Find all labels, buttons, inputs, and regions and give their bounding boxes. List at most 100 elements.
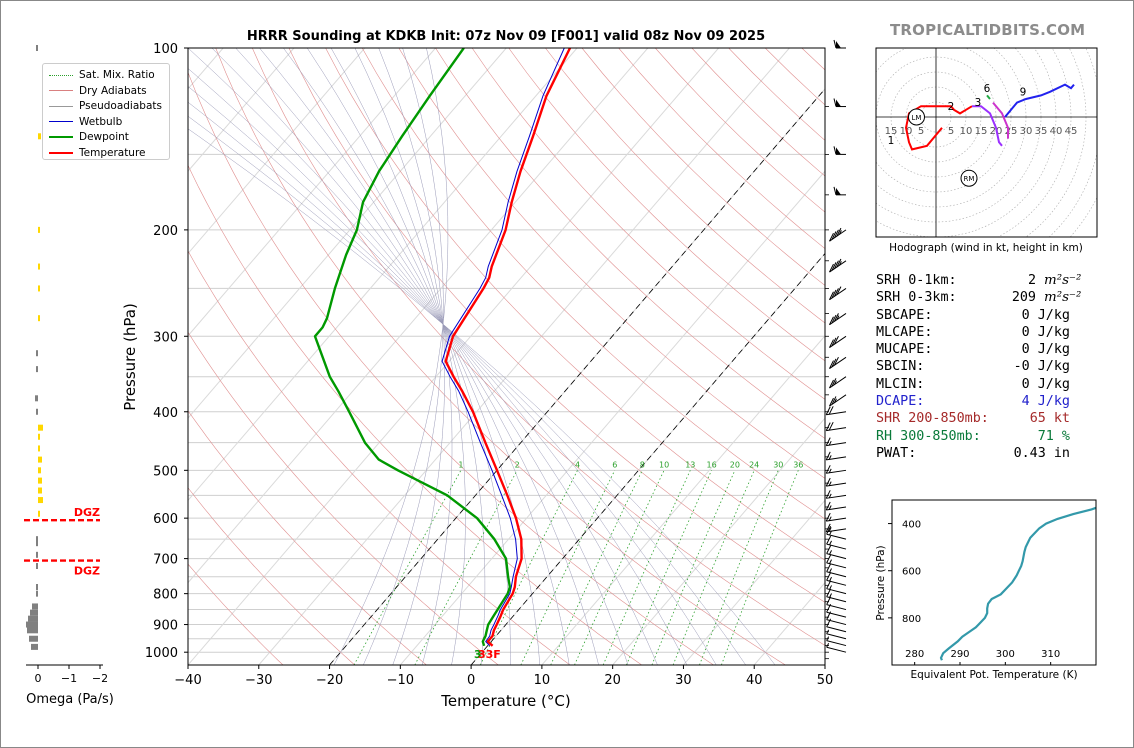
omega-bar — [36, 45, 38, 51]
wind-barb — [826, 611, 847, 626]
pseudo-adiabat — [378, 48, 445, 665]
wind-barb — [829, 227, 847, 242]
wind-barb — [826, 629, 847, 640]
reference-isotherm — [329, 88, 825, 665]
dry-adiabat — [188, 331, 499, 665]
stat-label: SRH 0-1km: — [876, 273, 957, 288]
mixing-ratio-line — [550, 470, 643, 665]
x-tick-label: 0 — [467, 673, 475, 688]
legend-item: Dewpoint — [49, 130, 129, 144]
dry-adiabat — [188, 250, 571, 665]
mixing-ratio-line — [672, 470, 755, 665]
hodograph-trace — [992, 101, 1009, 139]
y-tick-label: 900 — [153, 619, 178, 634]
pseudo-adiabat — [188, 128, 776, 665]
omega-bar — [27, 627, 38, 634]
omega-bar — [36, 366, 38, 373]
wind-barb — [826, 535, 847, 550]
dry-adiabat — [545, 48, 825, 324]
isotherm — [258, 48, 790, 665]
mixing-ratio-label: 6 — [612, 460, 617, 469]
hodograph-height-label: 3 — [975, 97, 982, 109]
theta-e-x-tick-label: 290 — [950, 649, 969, 660]
dry-adiabat — [188, 563, 284, 665]
x-tick-label: 10 — [534, 673, 551, 688]
mixing-ratio-label: 30 — [773, 460, 783, 469]
storm-motion-marker — [960, 169, 978, 187]
y-tick-label: 1000 — [145, 646, 178, 661]
dry-adiabat — [508, 48, 825, 362]
hodograph-ring-label: 45 — [1065, 126, 1078, 137]
mixing-ratio-label: 36 — [793, 460, 803, 469]
y-axis-label: Pressure (hPa) — [121, 303, 139, 411]
omega-bar — [28, 615, 38, 622]
y-tick-label: 800 — [153, 588, 178, 603]
hodograph-height-label: 9 — [1020, 86, 1027, 98]
wind-barb — [826, 596, 847, 611]
omega-bar — [29, 635, 38, 642]
stat-unit: m²s⁻² — [1044, 290, 1082, 306]
wind-barb — [833, 39, 846, 49]
pseudo-adiabat — [363, 48, 444, 665]
mixing-ratio-line — [699, 470, 779, 665]
stat-label: SBCIN: — [876, 359, 925, 375]
chart-legend: Sat. Mix. Ratio Dry Adiabats Pseudoadiabat… — [42, 63, 170, 160]
omega-bar — [36, 408, 38, 415]
pseudo-adiabat — [306, 48, 486, 665]
pseudo-adiabat — [188, 101, 717, 665]
stat-value: 0 J/kg — [1021, 342, 1070, 358]
dry-adiabat — [188, 71, 714, 665]
stat-value: 2 — [1027, 273, 1036, 288]
omega-tick-label: 0 — [35, 672, 42, 685]
theta-e-x-tick-label: 280 — [905, 649, 924, 660]
hodograph-trace — [1004, 83, 1075, 118]
dewpoint-line — [313, 48, 512, 647]
wind-barb — [826, 636, 847, 647]
theta-e-y-tick-label: 400 — [902, 520, 921, 531]
omega-bar — [38, 424, 43, 431]
mixing-ratio-line — [721, 470, 799, 665]
isotherm — [188, 48, 719, 665]
x-tick-label: 30 — [675, 673, 692, 688]
stat-value: 0 J/kg — [1021, 376, 1070, 392]
omega-bar — [36, 584, 38, 591]
dry-adiabat — [361, 48, 825, 520]
dry-adiabat — [188, 487, 355, 665]
omega-bar — [32, 603, 38, 610]
wind-barb — [826, 554, 847, 569]
hodograph-ring-label: 10 — [960, 126, 973, 137]
stat-label: MLCAPE: — [876, 324, 933, 340]
hodograph-axes — [875, 47, 1098, 238]
omega-bar — [38, 315, 40, 322]
omega-bar — [36, 551, 38, 558]
theta-e-ylabel: Pressure (hPa) — [875, 545, 887, 620]
theta-e-x-tick-label: 300 — [996, 649, 1015, 660]
dry-adiabat — [252, 48, 825, 646]
stat-row: SHR 200-850mb: 65 kt — [876, 410, 1088, 427]
legend-label: Dewpoint — [79, 131, 129, 143]
mixing-ratio-line — [353, 470, 462, 665]
wind-barb — [825, 477, 847, 487]
mixing-ratio-line — [602, 470, 691, 665]
stat-row: SRH 0-3km: 209 m²s⁻² — [876, 289, 1088, 306]
pseudo-adiabat — [211, 48, 599, 665]
x-tick-label: −40 — [174, 673, 201, 688]
y-tick-label: 600 — [153, 512, 178, 527]
pseudo-adiabat — [188, 86, 688, 665]
dry-adiabat — [471, 48, 825, 400]
legend-label: Wetbulb — [79, 115, 123, 128]
legend-swatch — [49, 121, 73, 122]
isotherm — [612, 417, 825, 665]
stat-row: RH 300-850mb: 71 % — [876, 428, 1088, 445]
wind-barb — [826, 525, 847, 540]
hodograph-ring-label: 5 — [948, 126, 954, 137]
y-tick-label: 300 — [153, 330, 178, 345]
wind-barb — [829, 286, 847, 301]
x-tick-label: −30 — [245, 673, 272, 688]
dry-adiabat — [188, 164, 642, 665]
stat-row: SBCIN: -0 J/kg — [876, 358, 1088, 375]
stat-label: MLCIN: — [876, 376, 925, 392]
stat-value: -0 J/kg — [1013, 359, 1070, 375]
pseudo-adiabat — [283, 48, 511, 665]
x-tick-label: 50 — [817, 673, 834, 688]
